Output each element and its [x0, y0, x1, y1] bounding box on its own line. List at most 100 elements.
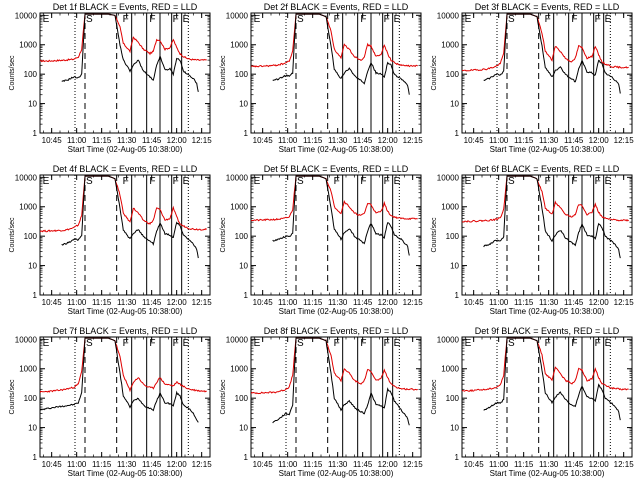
lld-series-line: [251, 13, 418, 68]
y-tick-label: 1: [33, 291, 38, 300]
x-axis-label: Start Time (02-Aug-05 10:38:00): [68, 469, 183, 478]
marker-letter: F: [334, 338, 340, 349]
x-tick-label: 11:00: [278, 136, 298, 145]
events-series-line: [483, 175, 621, 259]
marker-letter: E: [43, 14, 50, 25]
plot-frame: [39, 12, 211, 134]
y-axis-label: Counts/sec: [220, 217, 227, 253]
y-tick-label: 100: [446, 394, 460, 403]
x-tick-label: 11:30: [539, 136, 559, 145]
x-tick-label: 10:45: [253, 460, 274, 469]
x-tick-label: 11:00: [489, 460, 509, 469]
panel-9: Det 9f BLACK = Events, RED = LLD 1 10 100 10…: [431, 326, 634, 478]
events-series-line: [272, 175, 410, 256]
x-tick-label: 11:30: [539, 298, 559, 307]
y-tick-label: 100: [446, 232, 460, 241]
marker-letter: E: [465, 176, 472, 187]
marker-letter: S: [86, 14, 93, 25]
plot-frame: [461, 174, 633, 296]
panel-6: Det 6f BLACK = Events, RED = LLD 1 10 100 10…: [431, 164, 634, 316]
marker-letter: E: [465, 14, 472, 25]
marker-letter: F: [173, 176, 179, 187]
marker-letter: F: [595, 14, 601, 25]
y-tick-label: 1: [455, 129, 460, 138]
y-tick-label: 100: [24, 394, 38, 403]
marker-letter: F: [571, 14, 577, 25]
x-axis-label: Start Time (02-Aug-05 10:38:00): [279, 469, 394, 478]
x-tick-label: 12:00: [378, 136, 399, 145]
x-tick-label: 12:15: [192, 136, 213, 145]
y-tick-label: 10000: [226, 173, 249, 182]
y-tick-label: 1000: [230, 41, 248, 50]
x-tick-label: 11:00: [278, 298, 298, 307]
panel-title: Det 8f BLACK = Events, RED = LLD: [264, 326, 409, 336]
x-tick-label: 12:15: [192, 298, 213, 307]
x-tick-label: 12:15: [403, 460, 424, 469]
marker-letter: F: [384, 176, 390, 187]
panel-title: Det 7f BLACK = Events, RED = LLD: [53, 326, 198, 336]
x-tick-label: 11:15: [514, 460, 534, 469]
y-tick-label: 100: [235, 70, 249, 79]
y-tick-label: 100: [235, 394, 249, 403]
y-tick-label: 10: [239, 262, 248, 271]
x-tick-label: 10:45: [253, 136, 274, 145]
marker-letter: F: [545, 14, 551, 25]
marker-letter: E: [394, 338, 401, 349]
y-tick-label: 100: [24, 70, 38, 79]
y-axis-label: Counts/sec: [9, 217, 16, 253]
y-tick-label: 1000: [19, 365, 37, 374]
y-axis-label: Counts/sec: [431, 379, 438, 415]
marker-letter: E: [43, 338, 50, 349]
x-tick-label: 12:15: [614, 298, 635, 307]
x-tick-label: 12:00: [378, 460, 399, 469]
x-tick-label: 11:15: [303, 460, 323, 469]
marker-letter: F: [173, 14, 179, 25]
lld-series-line: [40, 337, 207, 393]
panel-3: Det 3f BLACK = Events, RED = LLD 1 10 100 10…: [431, 2, 634, 154]
marker-letter: E: [254, 14, 261, 25]
marker-letter: F: [173, 338, 179, 349]
x-tick-label: 11:00: [67, 298, 87, 307]
x-tick-label: 11:00: [67, 460, 87, 469]
marker-letter: F: [334, 176, 340, 187]
x-tick-label: 11:30: [328, 460, 348, 469]
y-tick-label: 1: [33, 453, 38, 462]
x-tick-label: 11:00: [489, 298, 509, 307]
marker-letter: S: [86, 338, 93, 349]
plot-frame: [461, 336, 633, 458]
x-tick-label: 11:00: [278, 460, 298, 469]
y-tick-label: 10: [450, 262, 459, 271]
plot-frame: [250, 174, 422, 296]
x-tick-label: 10:45: [253, 298, 274, 307]
x-tick-label: 11:45: [353, 460, 373, 469]
panel-title: Det 9f BLACK = Events, RED = LLD: [475, 326, 620, 336]
marker-letter: S: [297, 338, 304, 349]
x-tick-label: 11:15: [92, 460, 112, 469]
marker-letter: F: [360, 14, 366, 25]
x-tick-label: 12:15: [192, 460, 213, 469]
y-tick-label: 10: [450, 100, 459, 109]
y-tick-label: 10000: [226, 335, 249, 344]
lld-series-line: [40, 175, 208, 233]
x-tick-label: 11:45: [142, 460, 162, 469]
y-tick-label: 1: [244, 129, 249, 138]
marker-letter: F: [123, 14, 129, 25]
marker-letter: F: [334, 14, 340, 25]
y-tick-label: 1000: [230, 203, 248, 212]
x-tick-label: 12:15: [614, 136, 635, 145]
x-tick-label: 12:00: [589, 136, 610, 145]
panel-title: Det 6f BLACK = Events, RED = LLD: [475, 164, 620, 174]
x-tick-label: 10:45: [42, 136, 63, 145]
y-tick-label: 1000: [230, 365, 248, 374]
panel-title: Det 3f BLACK = Events, RED = LLD: [475, 2, 620, 12]
marker-letter: E: [254, 338, 261, 349]
x-tick-label: 12:15: [403, 298, 424, 307]
x-tick-label: 12:00: [167, 136, 188, 145]
y-tick-label: 10: [239, 100, 248, 109]
y-tick-label: 10000: [15, 11, 38, 20]
panel-title: Det 4f BLACK = Events, RED = LLD: [53, 164, 198, 174]
x-tick-label: 10:45: [464, 136, 485, 145]
x-tick-label: 10:45: [42, 298, 63, 307]
y-tick-label: 10: [28, 424, 37, 433]
marker-letter: S: [297, 14, 304, 25]
